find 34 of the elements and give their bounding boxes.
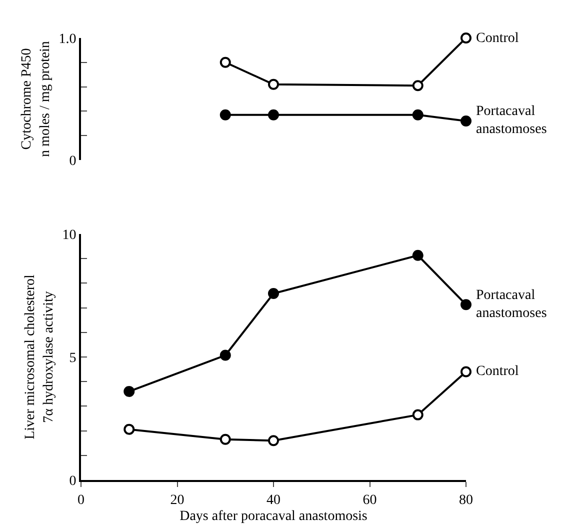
series-label: Portacaval anastomoses bbox=[476, 288, 547, 322]
x-tick-label: 20 bbox=[170, 492, 184, 508]
point bbox=[124, 386, 135, 397]
point bbox=[220, 434, 231, 445]
point bbox=[412, 250, 424, 261]
y-tick-label: 1.0 bbox=[58, 32, 76, 47]
point bbox=[220, 56, 231, 68]
y-axis-title: Liver microsomal cholesterol 7α hydroxylase activity bbox=[23, 274, 56, 440]
point bbox=[460, 32, 472, 44]
point bbox=[412, 409, 424, 420]
y-axis-title: Cytochrome P450 n moles / mg protein bbox=[20, 41, 53, 157]
point bbox=[124, 424, 135, 435]
point bbox=[220, 350, 231, 361]
point bbox=[412, 109, 424, 120]
series-label: Control bbox=[476, 364, 519, 379]
point bbox=[460, 366, 472, 378]
series-label: Portacaval anastomoses bbox=[476, 104, 547, 138]
point bbox=[220, 109, 231, 120]
series-label: Control bbox=[476, 31, 519, 46]
point bbox=[460, 115, 472, 126]
x-tick-label: 40 bbox=[266, 492, 280, 508]
point bbox=[268, 435, 279, 446]
x-tick-label: 60 bbox=[362, 492, 377, 508]
point bbox=[460, 299, 472, 310]
point bbox=[268, 288, 279, 300]
y-tick-label: 5 bbox=[69, 350, 76, 366]
y-tick-label: 0 bbox=[69, 154, 76, 169]
y-tick-label: 10 bbox=[62, 228, 76, 243]
point bbox=[268, 109, 279, 120]
x-axis-title: Days after poracaval anastomosis bbox=[180, 509, 368, 524]
point bbox=[268, 78, 279, 90]
y-tick-label: 0 bbox=[69, 474, 76, 489]
x-tick-label: 80 bbox=[459, 492, 473, 508]
point bbox=[412, 80, 424, 92]
